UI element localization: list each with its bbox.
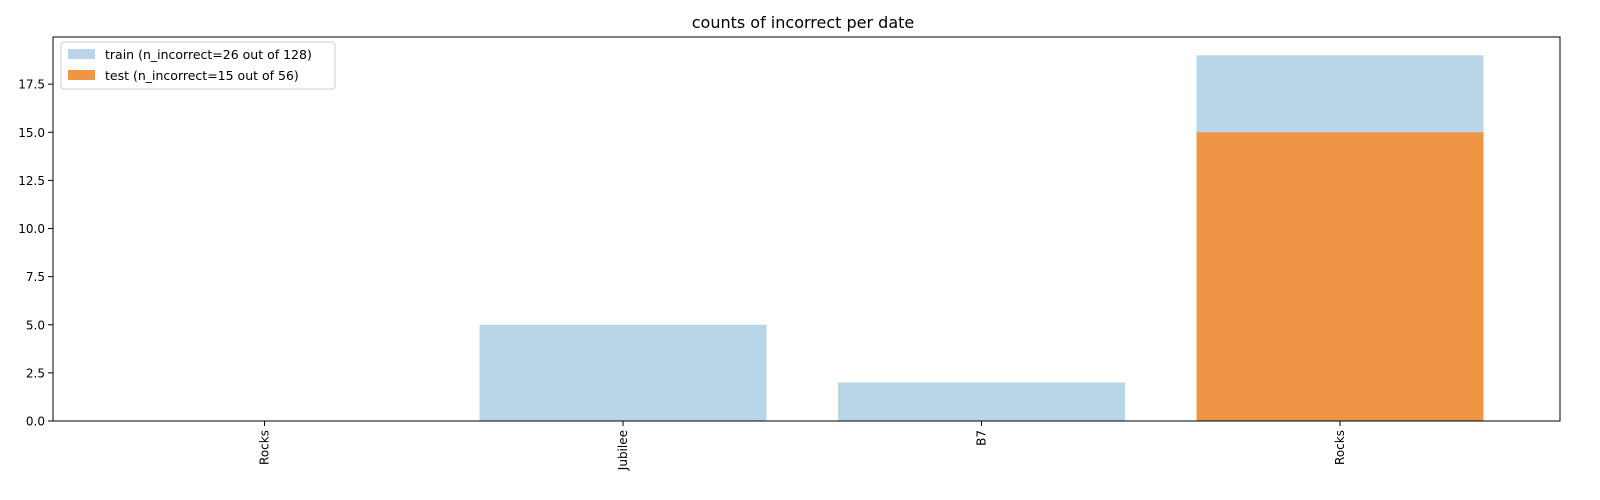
bar-train-1 <box>479 324 767 421</box>
x-axis: Rocks Jubilee B7 Rocks <box>258 421 1347 471</box>
y-tick-label: 10.0 <box>18 222 45 236</box>
legend-label-test: test (n_incorrect=15 out of 56) <box>105 68 299 83</box>
y-tick-label: 0.0 <box>26 415 45 429</box>
y-tick-label: 17.5 <box>18 78 45 92</box>
chart-title: counts of incorrect per date <box>692 13 915 32</box>
y-axis: 0.0 2.5 5.0 7.5 10.0 12.5 15.0 17.5 <box>18 78 53 429</box>
x-tick-label: Jubilee <box>616 430 630 471</box>
y-tick-label: 5.0 <box>26 318 45 332</box>
legend-frame <box>60 41 336 90</box>
x-tick-label: Rocks <box>1333 430 1347 465</box>
bar-test-3 <box>1196 132 1484 421</box>
legend-swatch-train <box>68 49 95 59</box>
y-tick-label: 7.5 <box>26 270 45 284</box>
y-tick-label: 15.0 <box>18 126 45 140</box>
y-tick-label: 12.5 <box>18 174 45 188</box>
legend-swatch-test <box>68 70 95 80</box>
x-tick-label: B7 <box>975 430 989 446</box>
legend-label-train: train (n_incorrect=26 out of 128) <box>105 47 312 62</box>
bar-train-2 <box>838 382 1125 421</box>
legend: train (n_incorrect=26 out of 128) test (… <box>60 41 336 90</box>
bars-layer <box>479 55 1484 422</box>
x-tick-label: Rocks <box>258 430 272 465</box>
y-tick-label: 2.5 <box>26 366 45 380</box>
